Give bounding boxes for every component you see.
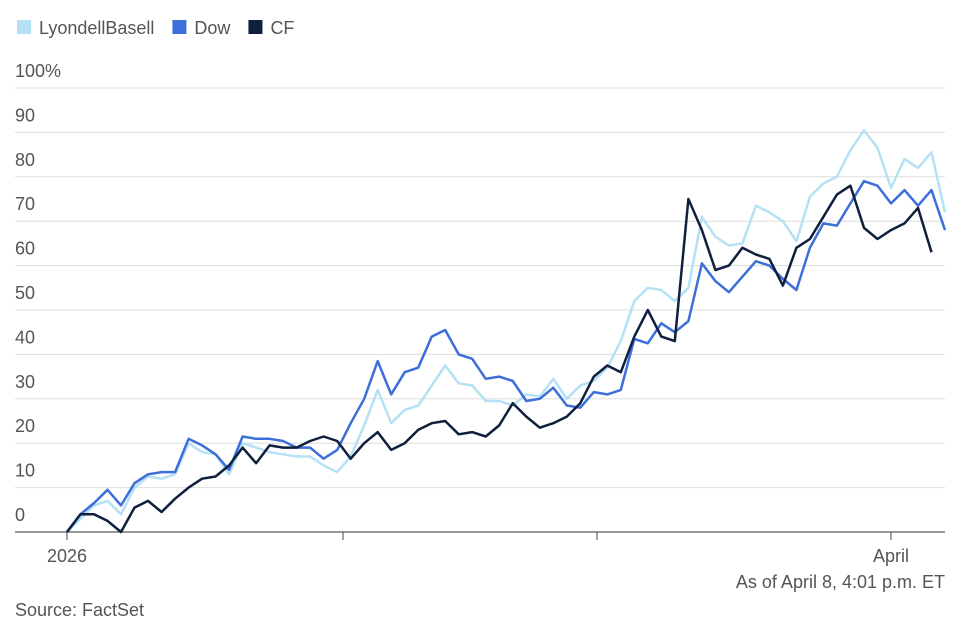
legend-label: CF	[270, 18, 294, 38]
legend-label: LyondellBasell	[39, 18, 154, 38]
legend-swatch	[17, 20, 31, 34]
y-tick-label: 100%	[15, 61, 61, 81]
x-tick-label: April	[873, 546, 909, 566]
legend-label: Dow	[194, 18, 231, 38]
note: As of April 8, 4:01 p.m. ET	[736, 572, 945, 592]
x-tick-label: 2026	[47, 546, 87, 566]
y-tick-label: 10	[15, 461, 35, 481]
y-tick-label: 50	[15, 283, 35, 303]
series-line	[66, 128, 947, 533]
source: Source: FactSet	[15, 600, 144, 620]
series-line	[66, 179, 947, 533]
y-tick-label: 30	[15, 372, 35, 392]
y-tick-label: 70	[15, 194, 35, 214]
legend-swatch	[172, 20, 187, 34]
y-tick-label: 60	[15, 239, 35, 259]
y-tick-label: 20	[15, 416, 35, 436]
y-tick-label: 90	[15, 105, 35, 125]
legend-swatch	[248, 20, 263, 34]
y-tick-label: 0	[15, 505, 25, 525]
y-tick-label: 80	[15, 150, 35, 170]
series-line	[66, 184, 933, 534]
y-tick-label: 40	[15, 327, 35, 347]
